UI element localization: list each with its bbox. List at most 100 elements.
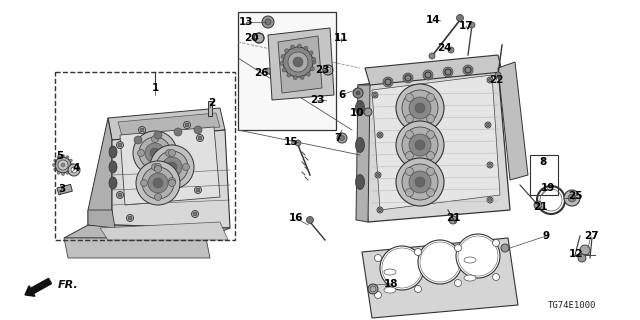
Circle shape	[487, 77, 493, 83]
Circle shape	[291, 45, 294, 49]
Text: 2: 2	[209, 98, 216, 108]
Text: TG74E1000: TG74E1000	[548, 300, 596, 309]
Polygon shape	[120, 127, 220, 205]
Circle shape	[293, 76, 297, 80]
Circle shape	[128, 216, 132, 220]
Circle shape	[154, 194, 161, 201]
Circle shape	[282, 68, 286, 72]
Circle shape	[66, 156, 69, 159]
Circle shape	[150, 148, 160, 158]
Ellipse shape	[464, 275, 476, 281]
Circle shape	[383, 77, 393, 87]
Circle shape	[372, 92, 378, 98]
Circle shape	[427, 188, 435, 196]
Circle shape	[427, 197, 433, 203]
Polygon shape	[498, 62, 528, 180]
Text: 23: 23	[315, 65, 329, 75]
Text: 9: 9	[543, 231, 550, 241]
Circle shape	[185, 123, 189, 127]
Circle shape	[300, 76, 304, 79]
Bar	[57, 184, 72, 195]
Text: 18: 18	[384, 279, 398, 289]
Circle shape	[71, 167, 77, 173]
Polygon shape	[88, 210, 115, 228]
Ellipse shape	[355, 138, 365, 153]
Circle shape	[304, 46, 308, 50]
Circle shape	[68, 164, 80, 176]
Text: 8: 8	[540, 157, 547, 167]
Circle shape	[402, 164, 438, 200]
Circle shape	[134, 136, 142, 144]
Text: 20: 20	[244, 33, 259, 43]
Circle shape	[353, 88, 363, 98]
Polygon shape	[362, 238, 518, 318]
Circle shape	[456, 14, 463, 21]
Circle shape	[116, 141, 124, 148]
Polygon shape	[64, 238, 210, 258]
Circle shape	[309, 51, 313, 55]
Circle shape	[142, 167, 174, 199]
Ellipse shape	[355, 100, 365, 116]
Circle shape	[287, 73, 291, 77]
Circle shape	[485, 122, 491, 128]
Circle shape	[141, 180, 147, 187]
Circle shape	[152, 135, 159, 142]
Circle shape	[281, 54, 285, 59]
Circle shape	[193, 212, 197, 216]
Circle shape	[456, 234, 500, 278]
Circle shape	[295, 140, 301, 146]
Circle shape	[487, 197, 493, 203]
Circle shape	[307, 72, 310, 76]
Bar	[55, 72, 235, 240]
Circle shape	[415, 249, 422, 255]
Circle shape	[469, 22, 475, 28]
Circle shape	[487, 162, 493, 168]
Circle shape	[580, 245, 590, 255]
Circle shape	[118, 143, 122, 147]
Circle shape	[409, 171, 431, 193]
Circle shape	[69, 168, 72, 171]
Text: 17: 17	[459, 21, 474, 31]
Circle shape	[356, 91, 360, 95]
Polygon shape	[268, 28, 334, 100]
Circle shape	[403, 73, 413, 83]
Circle shape	[427, 152, 435, 160]
Circle shape	[415, 140, 425, 150]
Circle shape	[415, 285, 422, 292]
Circle shape	[198, 136, 202, 140]
Circle shape	[443, 67, 453, 77]
Circle shape	[162, 157, 182, 177]
Circle shape	[288, 52, 308, 72]
Circle shape	[194, 126, 202, 134]
Ellipse shape	[109, 161, 117, 173]
Circle shape	[501, 244, 509, 252]
Circle shape	[375, 172, 381, 178]
Circle shape	[285, 49, 289, 53]
Circle shape	[265, 68, 271, 74]
Circle shape	[564, 190, 580, 206]
Circle shape	[488, 163, 492, 167]
Circle shape	[454, 244, 461, 252]
Circle shape	[415, 103, 425, 113]
Circle shape	[168, 178, 175, 185]
Polygon shape	[365, 55, 502, 85]
Text: 21: 21	[445, 213, 460, 223]
Circle shape	[312, 57, 316, 61]
Circle shape	[166, 149, 173, 156]
Text: 25: 25	[568, 191, 582, 201]
Circle shape	[378, 133, 381, 137]
Circle shape	[409, 97, 431, 119]
Ellipse shape	[384, 287, 396, 293]
Circle shape	[58, 160, 68, 170]
Circle shape	[54, 168, 57, 171]
Circle shape	[139, 137, 171, 169]
Text: 1: 1	[152, 83, 159, 93]
Ellipse shape	[109, 146, 117, 158]
Circle shape	[57, 171, 60, 174]
Polygon shape	[112, 130, 230, 228]
Ellipse shape	[464, 257, 476, 263]
Text: 12: 12	[569, 249, 583, 259]
Circle shape	[191, 211, 198, 218]
Circle shape	[66, 171, 69, 174]
Circle shape	[174, 128, 182, 136]
